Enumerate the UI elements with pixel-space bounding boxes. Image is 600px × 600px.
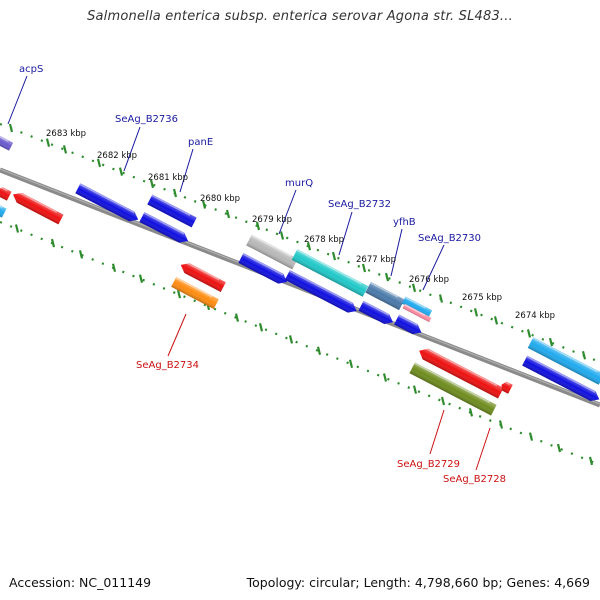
gene-gray-arrow [246, 234, 298, 270]
inner-tick-8 [258, 323, 264, 332]
kbp-label-5: 2679 kbp [252, 215, 292, 225]
gene-label-yfhB: yfhB [393, 217, 416, 228]
gene-label-SeAg_B2734: SeAg_B2734 [136, 360, 199, 371]
gene-label-murQ: murQ [285, 178, 313, 189]
gene-blue-arrow-e [394, 314, 422, 335]
outer-tick-18 [493, 316, 499, 325]
gene-blue-arrow-a [139, 212, 189, 243]
gene-sky-arrow [527, 337, 600, 385]
outer-tick-12 [331, 251, 337, 261]
gene-blue-arrow-d [358, 300, 393, 324]
kbp-label-10: 2674 kbp [515, 311, 555, 321]
outer-tick-2 [62, 145, 68, 154]
outer-tick-3 [96, 158, 102, 168]
outer-tick-7 [201, 200, 207, 209]
leader-panE [179, 148, 194, 193]
inner-tick-3 [111, 263, 117, 273]
inner-tick-10 [316, 346, 322, 356]
inner-tick-7 [234, 313, 240, 322]
gene-SeAg_B2732-arrow [365, 281, 405, 311]
gene-red-arrow-b [13, 189, 64, 225]
kbp-label-9: 2675 kbp [462, 293, 502, 303]
inner-tick-13 [412, 385, 418, 394]
kbp-label-1: 2683 kbp [46, 129, 86, 139]
inner-tick-5 [176, 289, 182, 299]
gene-red-arrow-c [180, 260, 226, 292]
outer-tick-20 [548, 337, 554, 347]
gene-sky-arrow-b [0, 202, 7, 218]
gene-blue-arrow-f [522, 355, 600, 402]
gene-SeAg_B2729-arrow [419, 345, 504, 399]
map-title: Salmonella enterica subsp. enterica sero… [87, 9, 513, 24]
outer-tick-19 [526, 329, 532, 338]
gene-label-acpS: acpS [19, 64, 43, 75]
gene-label-SeAg_B2736: SeAg_B2736 [115, 114, 178, 125]
leader-SeAg_B2732 [338, 211, 353, 256]
genome-summary-text: Topology: circular; Length: 4,798,660 bp… [246, 575, 590, 590]
outer-tick-9 [255, 221, 261, 231]
inner-tick-17 [528, 432, 534, 441]
inner-tick-18 [556, 443, 562, 453]
accession-text: Accession: NC_011149 [9, 575, 152, 590]
outer-tick-13 [361, 263, 367, 273]
kbp-label-2: 2682 kbp [97, 151, 137, 161]
inner-tick-0 [14, 224, 20, 233]
inner-tick-11 [348, 359, 354, 369]
outer-tick-15 [411, 283, 417, 293]
inner-tick-2 [78, 250, 84, 259]
gene-label-SeAg_B2729: SeAg_B2729 [397, 459, 460, 470]
outer-tick-21 [581, 350, 587, 360]
inner-tick-16 [498, 420, 504, 429]
gene-blue-arrow-c [284, 270, 357, 313]
inner-tick-9 [288, 335, 294, 344]
leader-yfhB [390, 228, 403, 277]
gene-SeAg_B2728-arrow [409, 362, 497, 416]
outer-tick-14 [384, 272, 390, 282]
gene-blue-arrow-b [238, 253, 288, 284]
leader-murQ [278, 189, 297, 235]
gene-yfhB-arrow [401, 296, 433, 318]
leader-SeAg_B2736 [123, 126, 141, 172]
outer-tick-16 [438, 294, 444, 303]
outer-tick-5 [149, 179, 155, 189]
inner-tick-4 [138, 274, 144, 283]
gene-acpS-arrow [0, 135, 14, 151]
outer-tick-17 [473, 308, 479, 317]
outer-tick-6 [172, 188, 178, 198]
inner-tick-15 [468, 408, 474, 417]
inner-tick-1 [50, 238, 56, 248]
kbp-label-7: 2677 kbp [356, 255, 396, 265]
kbp-label-8: 2676 kbp [409, 275, 449, 285]
leader-SeAg_B2730 [422, 244, 445, 291]
gene-red-arrow-d [501, 380, 513, 394]
gene-SeAg_B2730-arrow [402, 303, 432, 323]
leader-SeAg_B2728 [475, 427, 491, 471]
gene-panE-arrow [147, 194, 197, 228]
outer-tick-0 [8, 123, 14, 133]
leader-acpS [7, 75, 28, 125]
kbp-label-4: 2680 kbp [200, 194, 240, 204]
inner-tick-12 [382, 373, 388, 382]
gene-label-panE: panE [188, 137, 213, 148]
gene-label-SeAg_B2730: SeAg_B2730 [418, 233, 481, 244]
outer-tick-8 [225, 209, 231, 219]
gene-label-SeAg_B2732: SeAg_B2732 [328, 199, 391, 210]
gene-SeAg_B2734-arrow [171, 277, 219, 309]
outer-tick-4 [118, 167, 124, 176]
leader-SeAg_B2729 [429, 409, 445, 455]
kbp-label-6: 2678 kbp [304, 235, 344, 245]
outer-tick-1 [45, 138, 51, 147]
inner-tick-14 [440, 396, 446, 406]
gene-red-arrow-a [0, 185, 12, 201]
leader-SeAg_B2734 [167, 313, 187, 357]
outer-tick-11 [306, 241, 312, 251]
kbp-label-3: 2681 kbp [148, 173, 188, 183]
outer-tick-10 [279, 231, 285, 240]
gene-SeAg_B2736-arrow [75, 183, 139, 222]
outer-dotted-track [0, 122, 600, 364]
gene-label-SeAg_B2728: SeAg_B2728 [443, 474, 506, 485]
gene-murQ-arrow [291, 249, 369, 297]
inner-tick-19 [588, 456, 594, 466]
